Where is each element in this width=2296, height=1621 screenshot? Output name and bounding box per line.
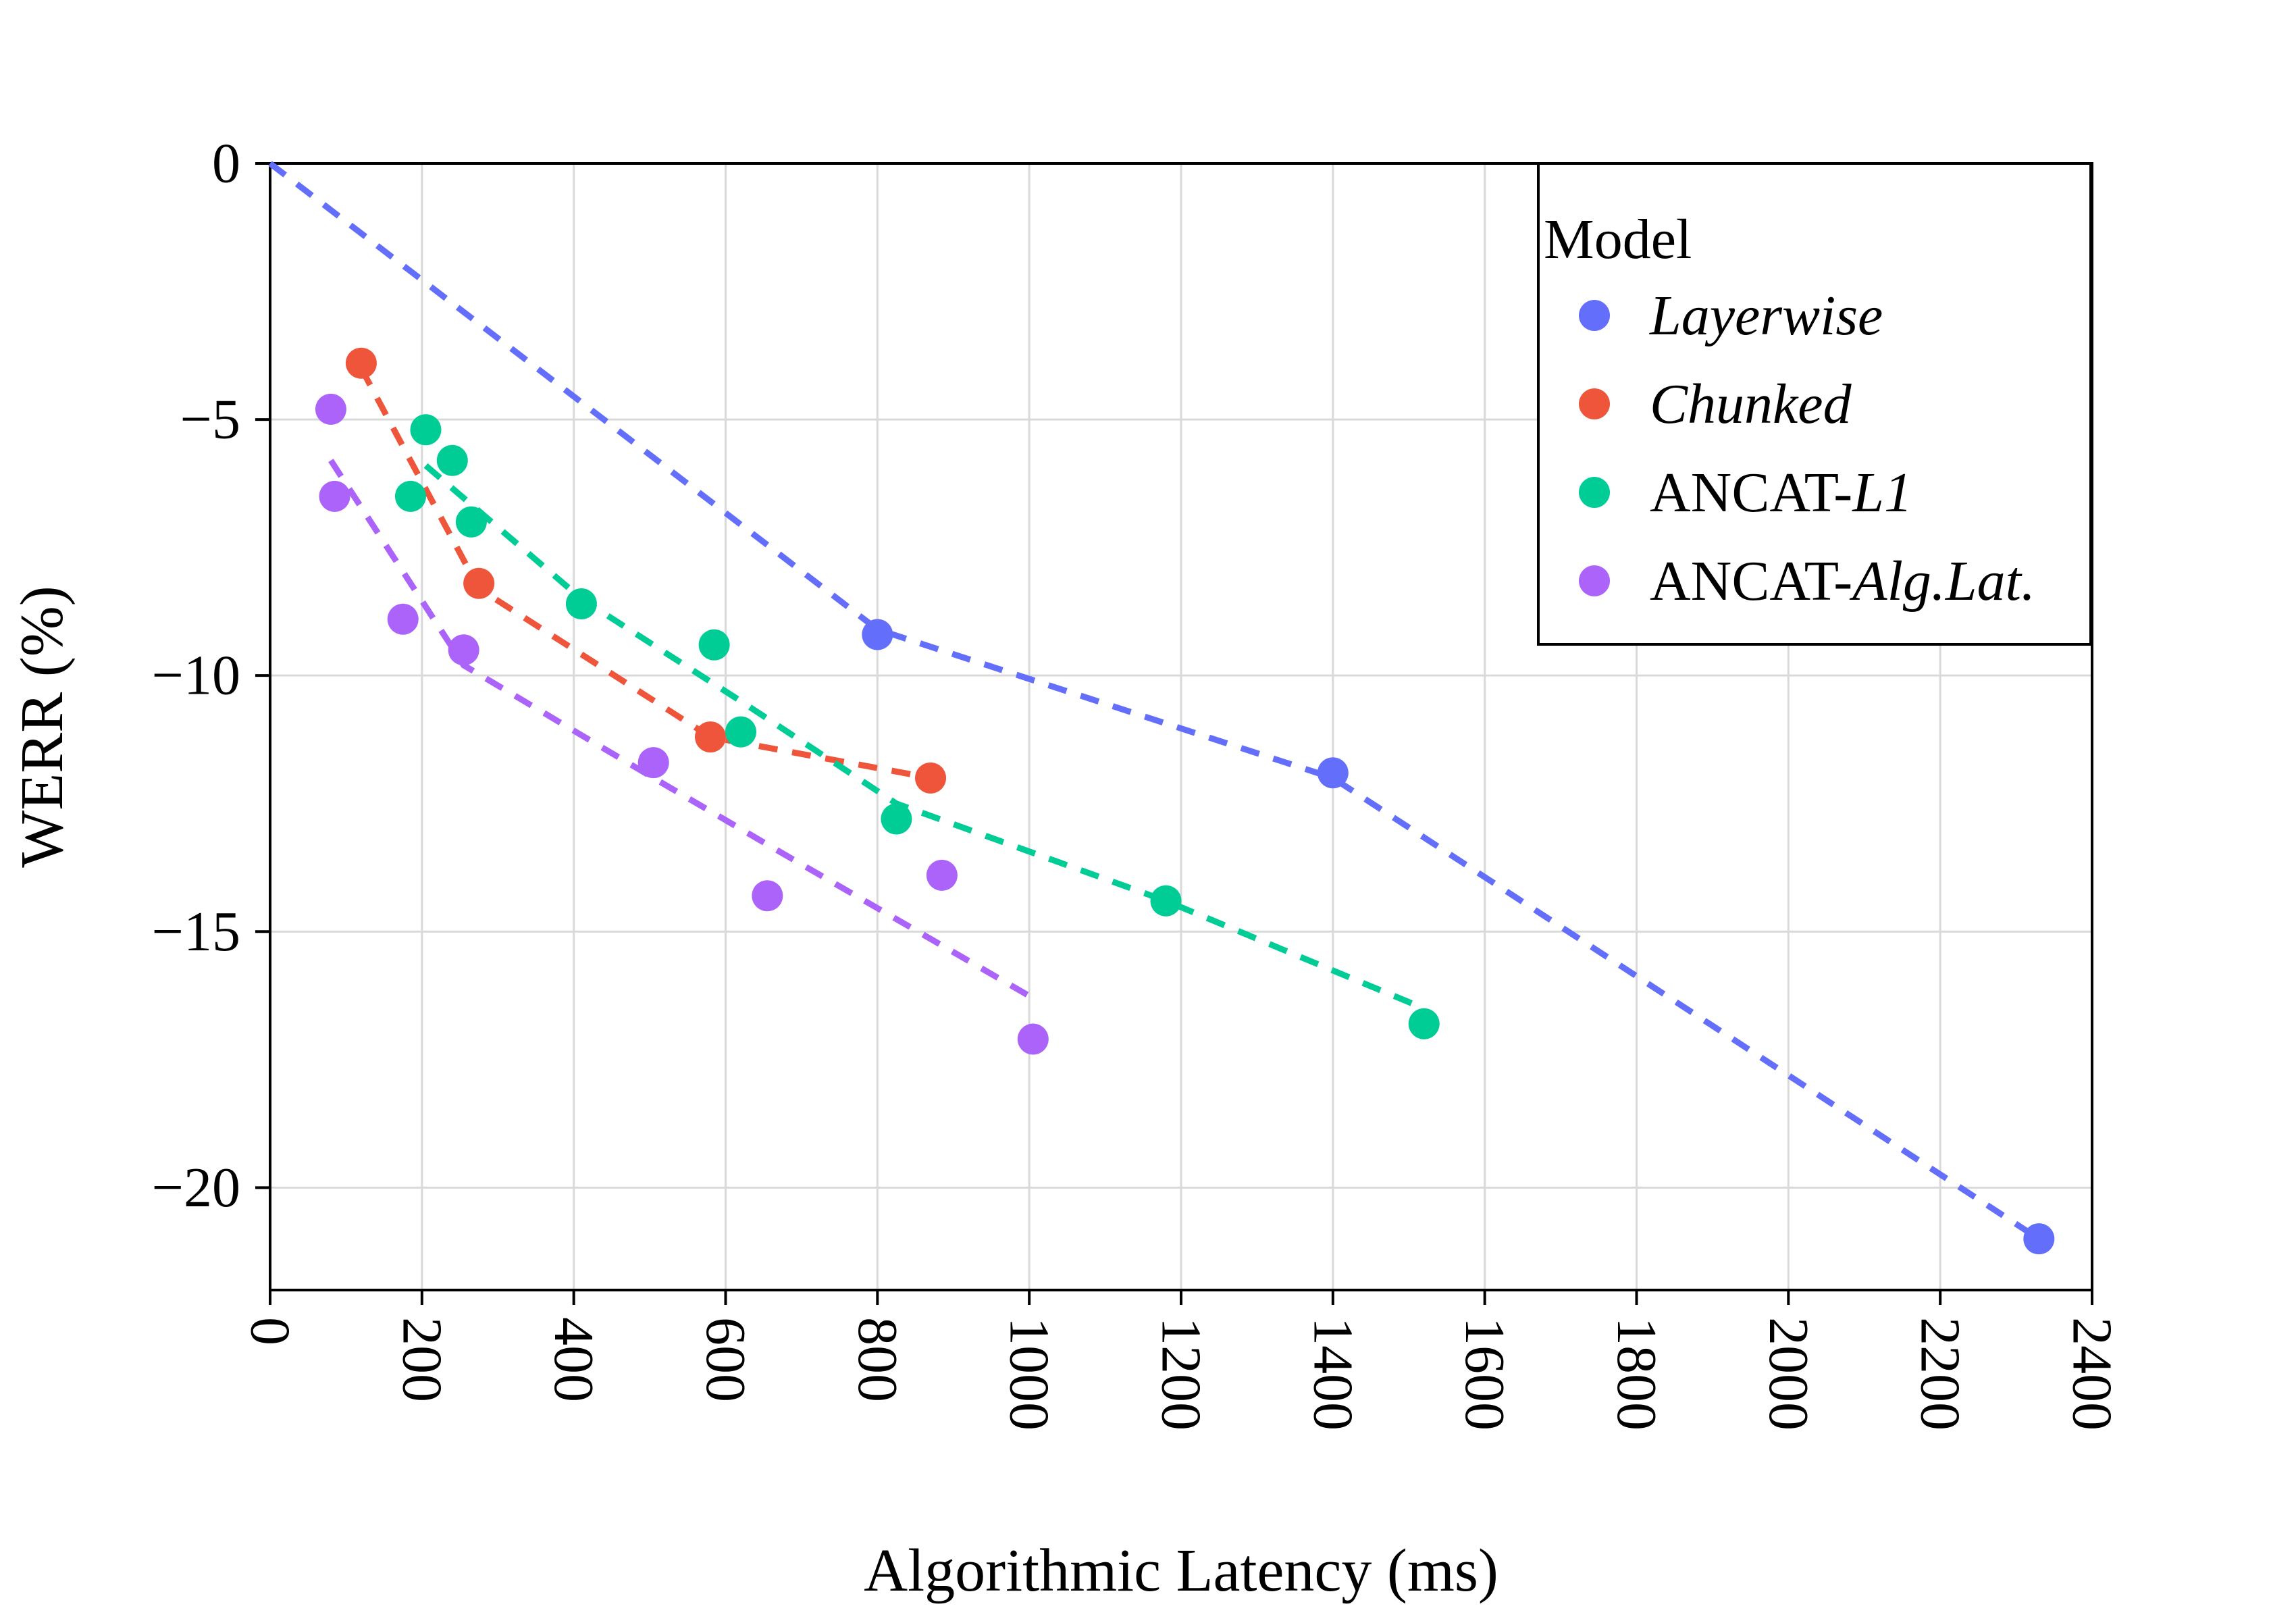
trend-line	[328, 459, 1035, 1001]
series-layer	[268, 161, 2055, 1255]
data-point	[394, 480, 426, 512]
data-point	[915, 762, 947, 794]
series-layerwise	[268, 161, 2055, 1255]
data-point	[463, 567, 495, 599]
legend-item: Chunked	[1579, 373, 1852, 436]
trend-line	[358, 367, 931, 781]
data-point	[725, 716, 756, 748]
series-chunked	[345, 347, 947, 794]
legend-marker	[1579, 477, 1610, 508]
legend-box	[1537, 162, 2092, 646]
data-point	[695, 721, 727, 753]
y-tick-label: −5	[180, 388, 240, 451]
x-tick-label: 200	[390, 1317, 453, 1402]
data-point	[448, 634, 479, 666]
x-tick-label: 400	[542, 1317, 605, 1402]
y-tick-label: −15	[152, 900, 240, 963]
legend-title: Model	[1544, 208, 1692, 271]
data-point	[345, 347, 377, 379]
data-point	[565, 588, 597, 620]
data-point	[1317, 757, 1349, 789]
legend-item: ANCAT-L1	[1579, 461, 1912, 524]
legend-label: ANCAT-L1	[1650, 461, 1912, 524]
x-tick-label: 1200	[1150, 1317, 1213, 1431]
legend-item: ANCAT-Alg.Lat.	[1579, 550, 2035, 613]
data-point	[1150, 885, 1182, 917]
x-tick-label: 1800	[1605, 1317, 1668, 1431]
data-point	[387, 603, 419, 635]
legend-label: Chunked	[1650, 373, 1852, 436]
data-point	[315, 393, 346, 425]
y-tick-label: 0	[212, 132, 240, 195]
legend-marker	[1579, 388, 1610, 419]
data-point	[1017, 1023, 1049, 1055]
data-point	[752, 880, 783, 912]
x-tick-label: 2400	[2061, 1317, 2124, 1431]
x-tick-label: 2200	[1909, 1317, 1972, 1431]
legend: Model LayerwiseChunkedANCAT-L1ANCAT-Alg.…	[1537, 162, 2092, 646]
axes: 0 200 400 600 800 1000 1200 1400 1600 1800 2000 220…	[152, 132, 2124, 1431]
data-point	[2023, 1223, 2055, 1255]
trend-line	[423, 463, 1426, 1012]
x-tick-label: 2000	[1757, 1317, 1820, 1431]
x-tick-label: 0	[239, 1317, 302, 1345]
x-axis-title: Algorithmic Latency (ms)	[864, 1537, 1498, 1604]
data-point	[637, 747, 669, 779]
data-point	[881, 803, 912, 835]
legend-label: Layerwise	[1649, 284, 1883, 347]
series-ancat-l1	[394, 414, 1440, 1039]
data-point	[1408, 1008, 1440, 1039]
data-point	[698, 629, 730, 661]
x-tick-label: 800	[846, 1317, 909, 1402]
data-point	[436, 444, 468, 476]
series-ancat-alg-lat-	[315, 393, 1049, 1055]
legend-label-italic: Alg.Lat.	[1849, 550, 2035, 613]
legend-label: ANCAT-Alg.Lat.	[1650, 550, 2035, 613]
legend-marker	[1579, 300, 1610, 331]
legend-label-italic: Layerwise	[1649, 284, 1883, 347]
legend-marker	[1579, 565, 1610, 596]
x-tick-label: 1600	[1453, 1317, 1516, 1431]
legend-label-prefix: ANCAT-	[1650, 550, 1852, 613]
legend-item: Layerwise	[1579, 284, 1883, 347]
y-axis-title: WERR (%)	[9, 586, 76, 867]
data-point	[862, 619, 893, 650]
legend-label-prefix: ANCAT-	[1650, 461, 1852, 524]
y-tick-label: −10	[152, 644, 240, 707]
data-point	[926, 859, 958, 891]
data-point	[455, 506, 487, 538]
x-tick-label: 1400	[1301, 1317, 1364, 1431]
x-tick-label: 1000	[998, 1317, 1061, 1431]
data-point	[410, 414, 442, 446]
legend-label-italic: L1	[1852, 461, 1912, 524]
y-tick-label: −20	[152, 1156, 240, 1219]
x-tick-label: 600	[694, 1317, 757, 1402]
legend-label-italic: Chunked	[1650, 373, 1852, 436]
data-point	[319, 480, 350, 512]
trend-line	[268, 161, 2041, 1241]
